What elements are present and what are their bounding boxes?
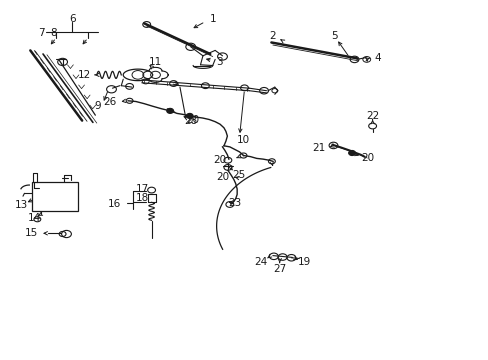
Text: 3: 3 — [215, 57, 222, 67]
Text: 18: 18 — [136, 193, 149, 203]
Text: 6: 6 — [69, 14, 76, 24]
Text: 10: 10 — [237, 135, 249, 145]
Text: 23: 23 — [227, 198, 241, 208]
Text: 13: 13 — [14, 201, 28, 210]
Text: 4: 4 — [373, 53, 380, 63]
Text: 16: 16 — [108, 199, 121, 210]
Circle shape — [348, 150, 355, 156]
Text: 24: 24 — [253, 257, 267, 267]
Text: 20: 20 — [361, 153, 373, 163]
Text: 5: 5 — [331, 31, 338, 41]
Text: 19: 19 — [297, 257, 310, 267]
Circle shape — [166, 108, 173, 113]
Text: 15: 15 — [25, 228, 38, 238]
Text: 28: 28 — [183, 116, 197, 126]
Text: 11: 11 — [148, 57, 162, 67]
Circle shape — [186, 113, 193, 118]
Text: 26: 26 — [103, 96, 116, 107]
Text: 22: 22 — [365, 111, 379, 121]
Text: 20: 20 — [216, 172, 229, 182]
Text: 1: 1 — [209, 14, 216, 24]
Text: 21: 21 — [311, 143, 325, 153]
Text: 7: 7 — [38, 28, 45, 38]
Text: 20: 20 — [212, 155, 225, 165]
Text: 2: 2 — [269, 31, 276, 41]
Text: 12: 12 — [77, 70, 91, 80]
Text: 27: 27 — [272, 264, 286, 274]
Text: 8: 8 — [50, 28, 57, 38]
Text: 20: 20 — [186, 114, 199, 125]
Text: 14: 14 — [27, 213, 41, 223]
Text: 9: 9 — [94, 101, 101, 111]
Text: 17: 17 — [136, 184, 149, 194]
Text: 25: 25 — [231, 170, 245, 180]
